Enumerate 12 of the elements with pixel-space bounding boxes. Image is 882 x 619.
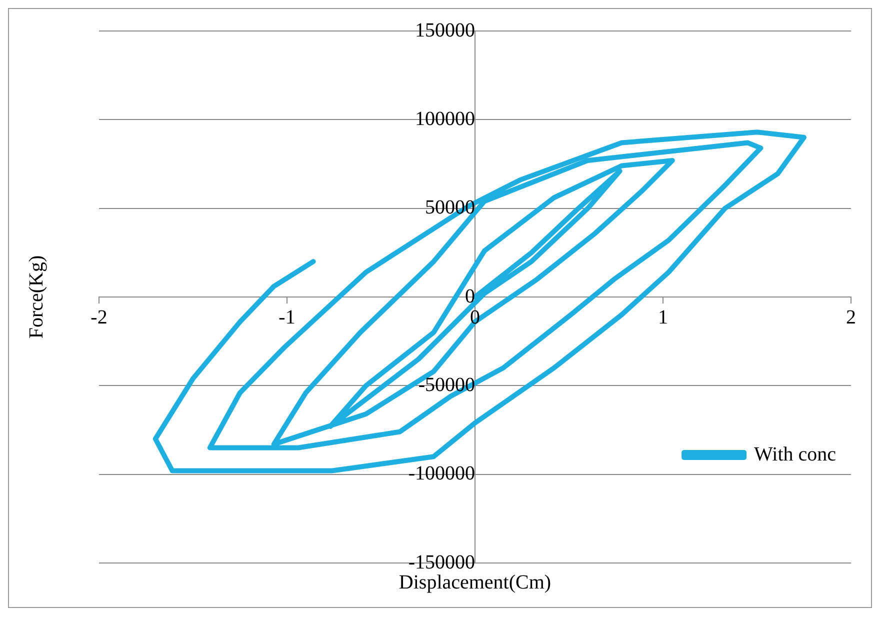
y-tick-label: 150000 xyxy=(415,19,475,42)
x-tick-label: 1 xyxy=(658,306,668,328)
legend-label: With conc xyxy=(754,443,836,466)
y-tick-label: -150000 xyxy=(408,551,475,574)
x-axis-title: Displacement(Cm) xyxy=(398,571,552,594)
x-tick-label: -1 xyxy=(278,306,296,328)
y-axis-title: Force(Kg) xyxy=(25,255,48,339)
x-tick-label: 2 xyxy=(846,306,856,328)
y-tick-label: 0 xyxy=(465,285,475,308)
y-tick-label: -100000 xyxy=(408,462,475,485)
x-tick-label: -2 xyxy=(90,306,108,328)
y-tick-label: 100000 xyxy=(415,108,475,130)
